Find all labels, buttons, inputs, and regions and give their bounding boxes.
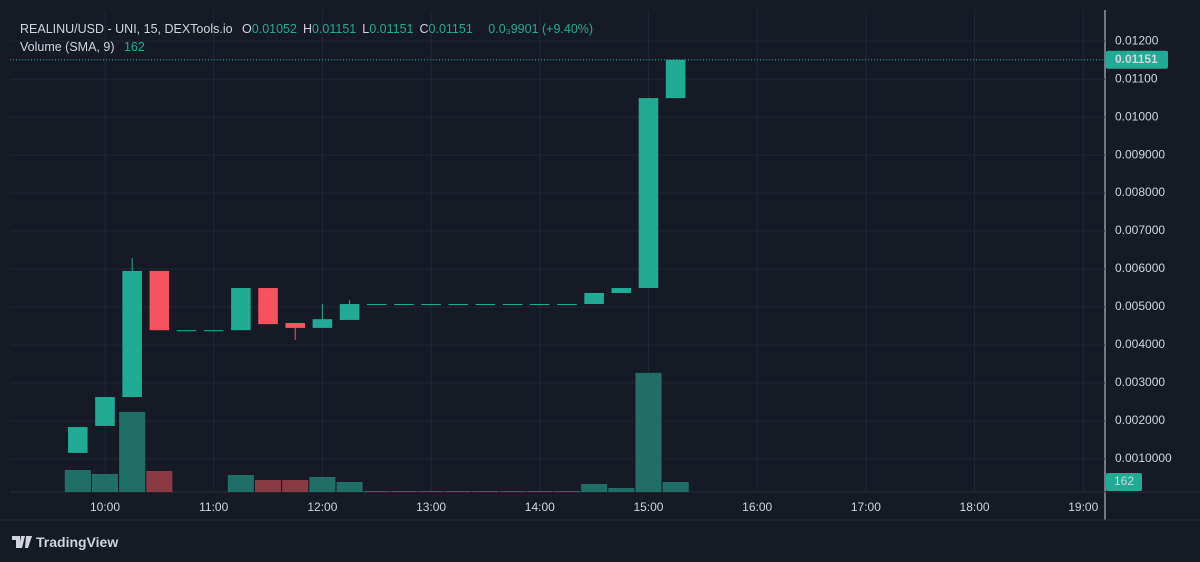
- symbol-title: REALINU/USD - UNI, 15, DEXTools.io: [20, 22, 233, 36]
- candle-body: [475, 303, 496, 305]
- x-tick-label: 17:00: [851, 500, 881, 514]
- volume-row: Volume (SMA, 9) 162: [20, 38, 599, 56]
- brand-logo: [12, 536, 32, 548]
- y-tick-label: 0.01100: [1115, 71, 1158, 85]
- plot-area: [10, 10, 1105, 492]
- candle-body: [502, 303, 523, 305]
- volume-bar: [635, 372, 662, 492]
- y-tick-label: 0.01000: [1115, 109, 1159, 123]
- volume-bar: [64, 470, 91, 492]
- candle-body: [258, 288, 278, 325]
- volume-bar: [608, 487, 635, 492]
- marks: [10, 59, 1105, 492]
- volume-bar: [445, 491, 472, 492]
- ohlc-value: 0.01151: [428, 22, 473, 36]
- volume-bar: [91, 473, 119, 492]
- candle-body: [339, 303, 360, 320]
- grid: [10, 10, 1105, 492]
- candle-body: [231, 288, 251, 331]
- volume-bar: [553, 491, 580, 492]
- volume-bar: [499, 491, 526, 492]
- volume-badge: [1106, 472, 1142, 491]
- volume-title: Volume (SMA, 9): [20, 40, 115, 54]
- ohlc-key: H: [302, 22, 312, 36]
- ohlc: O0.01052 H0.01151 L0.01151 C0.01151: [242, 22, 479, 36]
- legend-row: REALINU/USD - UNI, 15, DEXTools.io O0.01…: [20, 20, 599, 38]
- x-tick-label: 15:00: [633, 500, 663, 514]
- volume-bar: [662, 481, 689, 492]
- price-badge: [1106, 50, 1168, 69]
- candle-body: [557, 303, 577, 305]
- candle-body: [584, 292, 604, 304]
- logo-shape: [12, 536, 32, 548]
- candle-body: [394, 303, 414, 305]
- volume-badge-label: 162: [1114, 474, 1134, 488]
- axes: 0.0010000 0.002000 0.003000 0.004000 0.00500…: [90, 33, 1172, 514]
- x-tick-label: 12:00: [307, 500, 337, 514]
- legend: REALINU/USD - UNI, 15, DEXTools.io O0.01…: [20, 20, 599, 56]
- volume-bar: [309, 476, 336, 492]
- volume-bar: [418, 491, 445, 492]
- ohlc-value: 0.01151: [369, 22, 414, 36]
- candle-body: [203, 330, 224, 332]
- volume-bar: [146, 470, 173, 492]
- volume-value: 162: [123, 40, 145, 54]
- y-tick-label: 0.006000: [1115, 261, 1165, 275]
- x-tick-label: 16:00: [742, 500, 772, 514]
- volume-bar: [363, 491, 390, 492]
- y-tick-label: 0.004000: [1115, 337, 1165, 351]
- volume-bar: [472, 491, 499, 492]
- y-tick-label: 0.0010000: [1115, 451, 1172, 465]
- candle-body: [448, 303, 469, 305]
- y-tick-label: 0.009000: [1115, 147, 1165, 161]
- volume-bar: [282, 480, 309, 492]
- candle-body: [122, 270, 142, 398]
- volume-bar: [390, 491, 417, 492]
- candle-body: [421, 303, 441, 305]
- x-tick-label: 14:00: [525, 500, 555, 514]
- y-tick-label: 0.005000: [1115, 299, 1165, 313]
- ohlc-value: 0.01151: [312, 22, 357, 36]
- ohlc-key: O: [242, 22, 252, 36]
- x-tick-label: 10:00: [90, 500, 120, 514]
- candle-body: [638, 98, 659, 289]
- volume-bar: [526, 491, 553, 492]
- brand-name: TradingView: [36, 534, 119, 550]
- y-tick-label: 0.01200: [1115, 33, 1159, 47]
- candle-body: [366, 303, 387, 305]
- candle-body: [149, 270, 170, 331]
- candle-body: [285, 322, 305, 328]
- x-tick-label: 11:00: [199, 500, 228, 514]
- volume-bar: [336, 481, 363, 492]
- candle-body: [665, 59, 686, 99]
- candle-body: [176, 330, 197, 332]
- y-tick-label: 0.008000: [1115, 185, 1165, 199]
- volume-bar: [227, 475, 254, 492]
- candle-body: [95, 397, 115, 426]
- candle-body: [68, 427, 88, 453]
- candle-body: [611, 288, 632, 293]
- ohlc-key: L: [362, 22, 370, 36]
- volume-bar: [255, 480, 282, 492]
- x-tick-label: 19:00: [1068, 500, 1098, 514]
- change: 0.0₃9901 (+9.40%): [488, 22, 594, 36]
- y-tick-label: 0.003000: [1115, 375, 1165, 389]
- price-badge-label: 0.01151: [1115, 52, 1158, 66]
- volume-bar: [581, 483, 608, 492]
- candle-body: [530, 303, 550, 305]
- y-tick-label: 0.007000: [1115, 223, 1165, 237]
- volume-bar: [119, 411, 146, 492]
- ohlc-value: 0.01052: [251, 22, 297, 36]
- candle-body: [312, 319, 333, 328]
- x-tick-label: 18:00: [960, 500, 990, 514]
- ohlc-key: C: [419, 22, 429, 36]
- y-tick-label: 0.002000: [1115, 413, 1165, 427]
- x-tick-label: 13:00: [416, 500, 446, 514]
- brand: TradingView: [12, 534, 118, 550]
